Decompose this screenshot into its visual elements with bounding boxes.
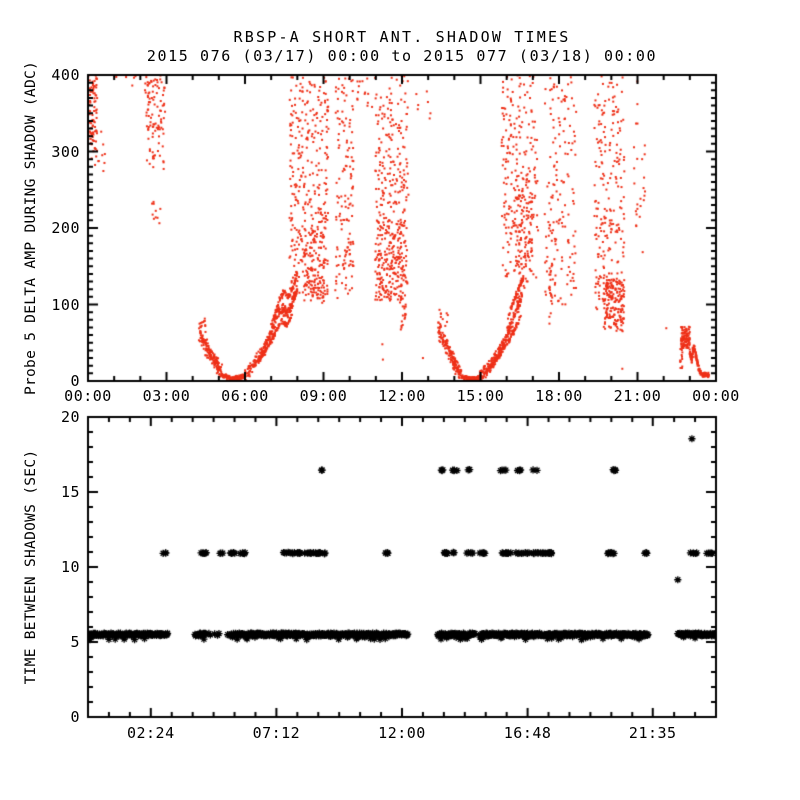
top-panel-x-tick-label: 00:00 [64,387,112,405]
bottom-panel-x-tick-label: 02:24 [126,724,175,742]
top-panel-x-tick-label: 00:00 [692,387,740,405]
bottom-panel-x-tick-label: 12:00 [378,724,426,742]
top-panel-y-tick-label: 300 [51,142,80,161]
top-panel-y-tick-label: 200 [51,219,80,237]
bottom-panel-y-tick-label: 5 [70,633,80,651]
top-panel-y-tick-label: 100 [51,295,80,314]
chart-subtitle: 2015 076 (03/17) 00:00 to 2015 077 (03/1… [146,47,658,65]
bottom-panel-y-tick-label: 20 [60,408,80,426]
top-panel-y-tick-label: 400 [51,66,80,84]
top-panel-x-tick-label: 03:00 [142,387,191,405]
top-panel-x-tick-label: 21:00 [613,387,662,405]
bottom-panel-x-tick-label: 07:12 [252,724,301,742]
bottom-panel-y-tick-label: 0 [70,708,80,726]
top-panel-x-tick-label: 18:00 [535,387,583,405]
bottom-panel-x-tick-label: 21:35 [628,724,677,742]
top-panel-x-tick-label: 12:00 [378,387,426,405]
top-panel-x-tick-label: 09:00 [299,387,348,405]
bottom-panel-y-tick-label: 10 [60,558,80,576]
chart-title: RBSP-A SHORT ANT. SHADOW TIMES [233,28,571,46]
bottom-panel-y-tick-label: 15 [60,483,80,501]
bottom-panel-x-tick-label: 16:48 [503,724,552,742]
top-panel-x-tick-label: 06:00 [221,387,269,405]
top-panel-x-tick-label: 15:00 [456,387,505,405]
top-panel-y-tick-label: 0 [70,372,80,390]
